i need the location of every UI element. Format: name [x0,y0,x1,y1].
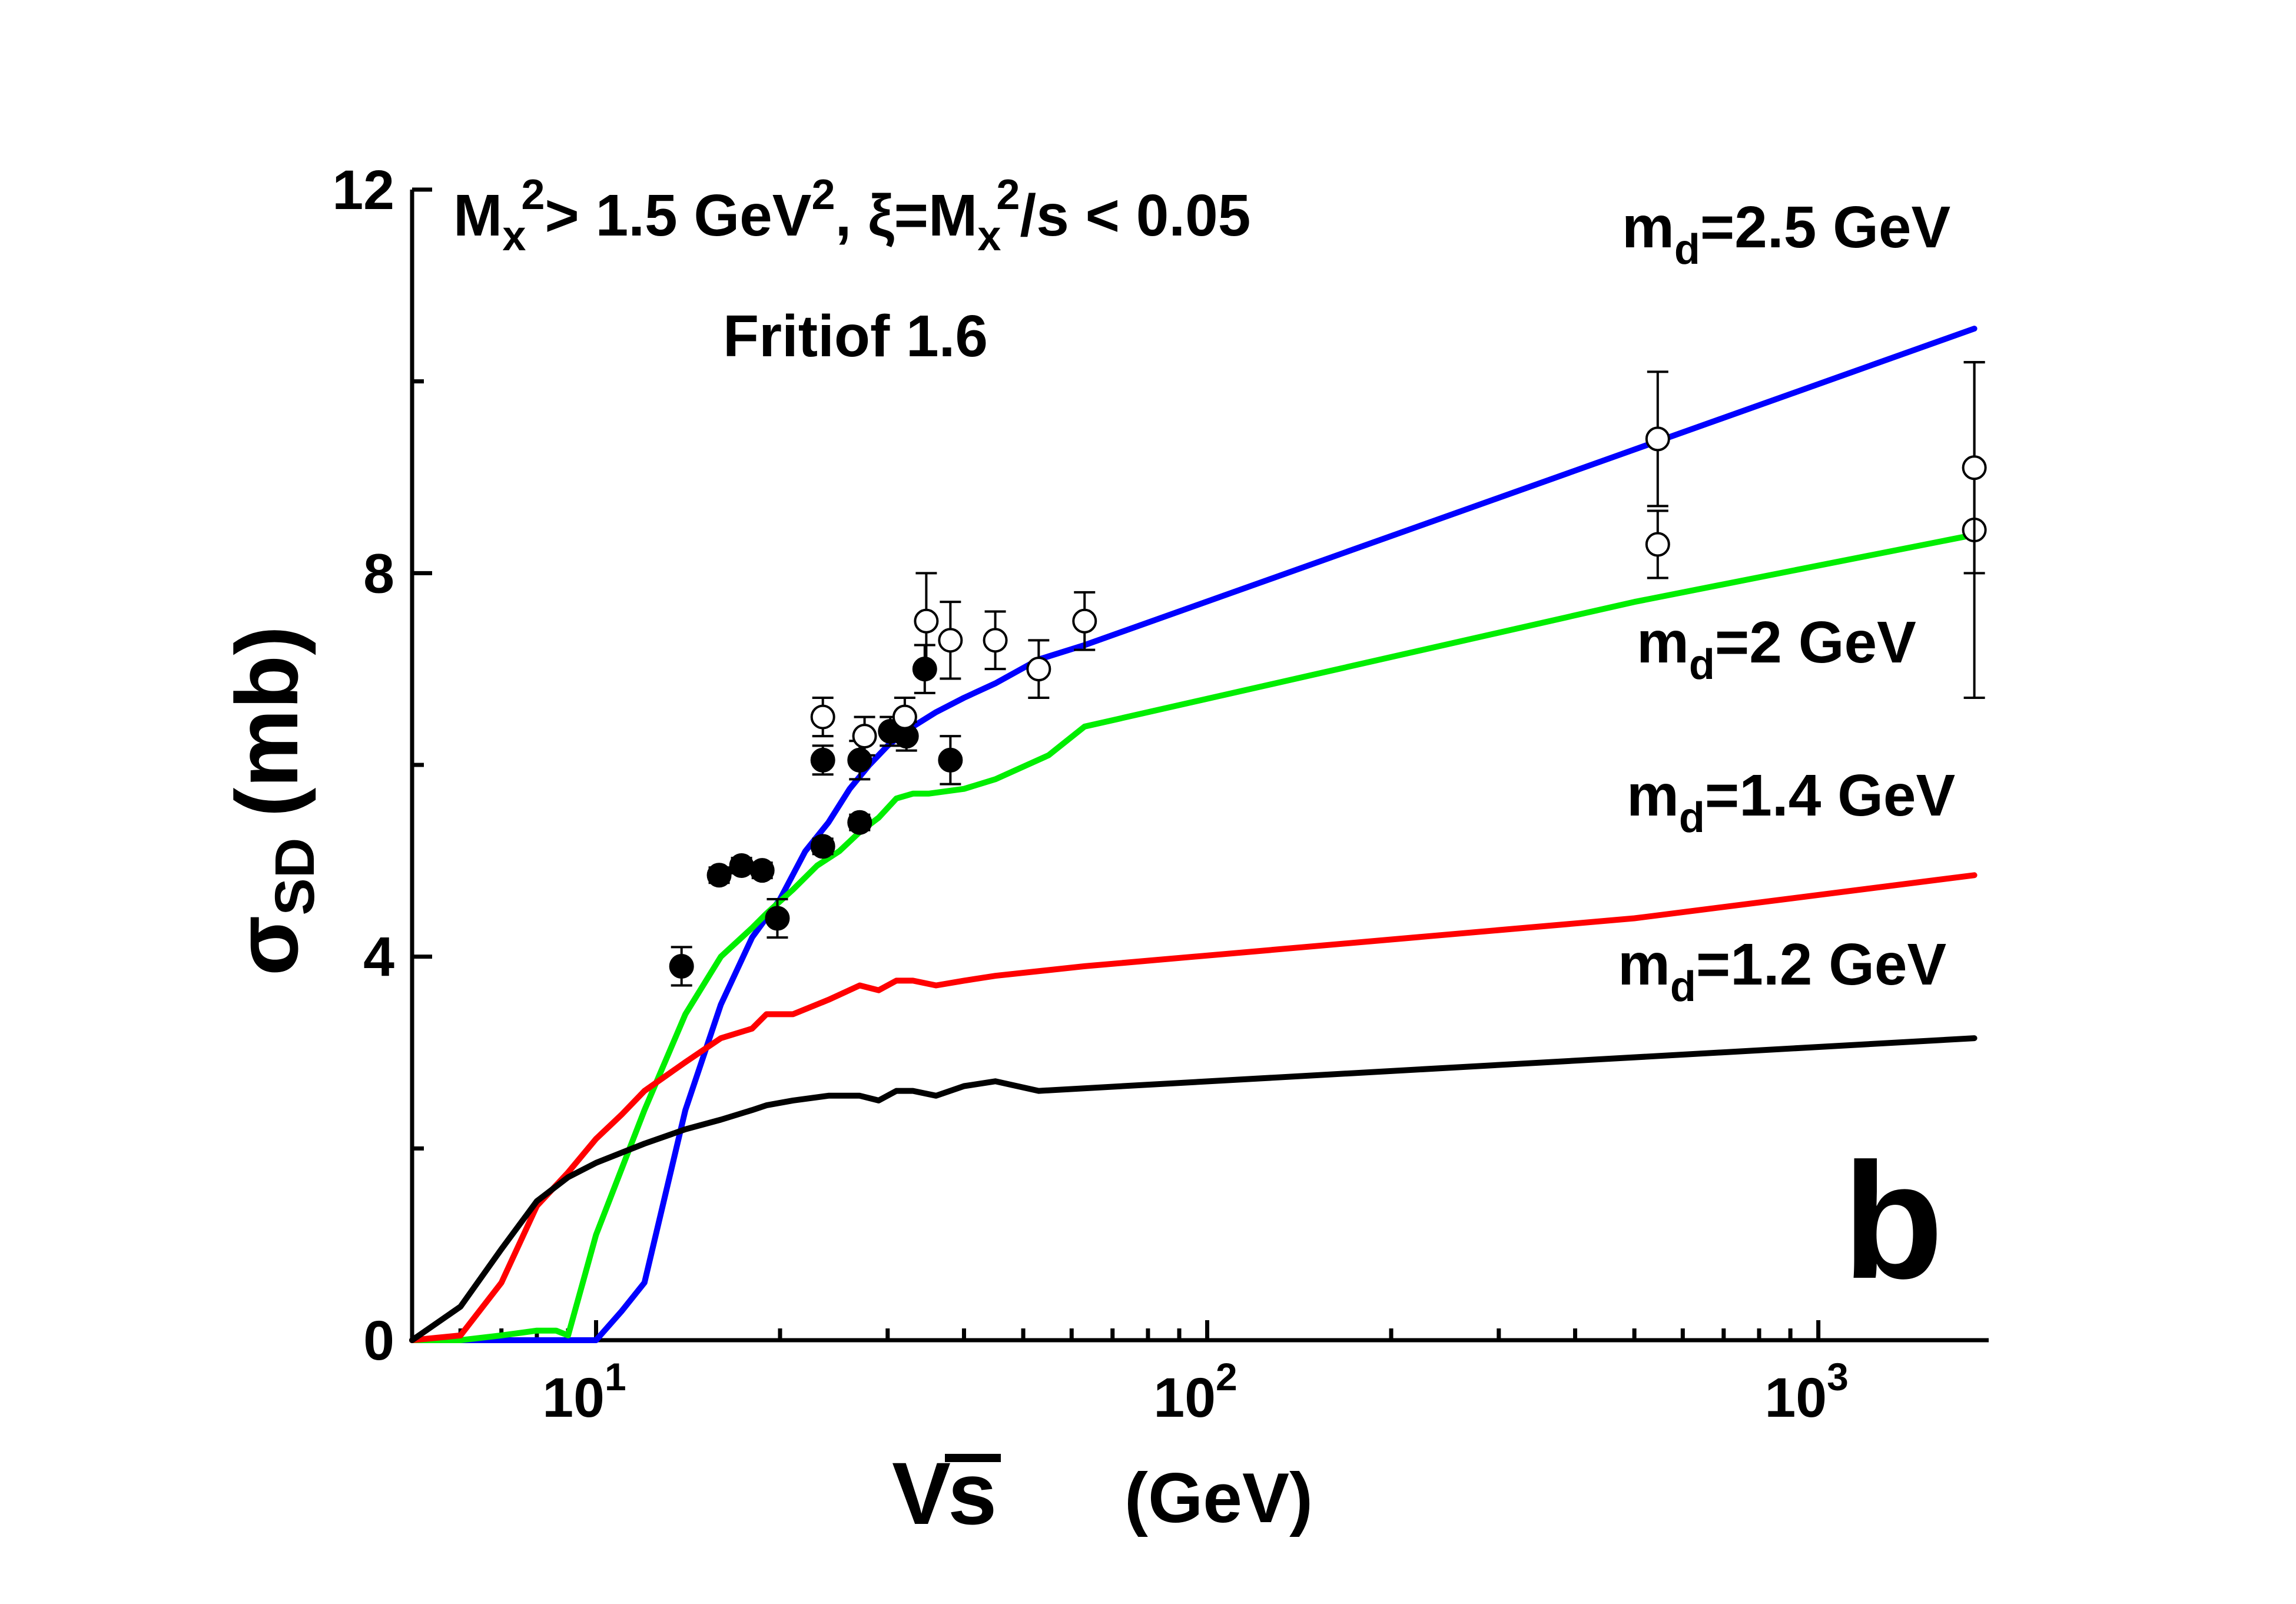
model-annotation: Fritiof 1.6 [723,303,988,369]
data-point-filled [810,834,835,859]
cuts-xi-sub: x [977,213,1001,260]
data-point-filled [706,863,732,888]
data-point-open [1072,608,1097,634]
x-tick-label: 103 [1764,1355,1848,1429]
x-tick-label: 101 [542,1355,626,1429]
data-point-open [810,704,835,730]
data-point-open [1026,657,1051,682]
x-axis-unit: (GeV) [1124,1459,1313,1537]
x-tick-label: 102 [1153,1355,1237,1429]
data-point-filled [847,810,872,835]
data-point-filled [669,953,694,979]
data-point-open [938,628,963,653]
y-tick-label: 0 [363,1310,394,1372]
data-point-open [1962,455,1987,480]
panel-label: b [1843,1129,1943,1313]
data-point-open [1645,426,1670,452]
cuts-xi: , ξ=M [835,183,978,248]
x-axis-root-symbol: V [892,1444,951,1543]
data-point-filled [765,906,790,931]
cuts-mx: M [453,183,502,248]
curve-series-3 [409,1035,1978,1343]
data-point-open [892,704,917,730]
cuts-xi-sup: 2 [996,171,1020,218]
x-tick-exponent: 1 [605,1355,626,1398]
data-point-filled [847,747,872,773]
x-tick-exponent: 3 [1827,1355,1849,1398]
curve-series-1 [409,532,1978,1343]
y-axis-unit: (mb) [217,626,316,817]
cuts-threshold: > 1.5 GeV [545,183,811,248]
data-point-open [852,724,877,749]
y-axis-subscript: SD [264,838,326,916]
cuts-annotation: Mx2> 1.5 GeV2, ξ=Mx2/s < 0.05 [453,171,1250,260]
cuts-mx-sub: x [502,213,526,260]
model-curves [409,326,1978,1343]
x-tick-base: 10 [542,1367,605,1429]
data-points [669,361,1987,987]
data-point-filled [810,747,835,773]
series-label-md-2: md=2 GeV [1637,609,1916,688]
x-tick-exponent: 2 [1216,1355,1237,1398]
cuts-xi-limit: /s < 0.05 [1020,183,1250,248]
data-point-open [983,628,1008,653]
x-tick-base: 10 [1764,1367,1827,1429]
curve-series-0 [409,326,1978,1343]
y-tick-label: 4 [363,926,394,989]
cuts-mx-sup: 2 [521,171,545,218]
y-axis-title: σSD (mb) [217,626,326,976]
series-label-md-1-4: md=1.4 GeV [1627,763,1956,841]
y-axis-symbol: σ [217,916,316,976]
x-tick-base: 10 [1153,1367,1216,1429]
series-label-md-2-5: md=2.5 GeV [1622,194,1951,273]
data-point-filled [749,858,775,883]
data-point-open [914,608,939,634]
y-tick-label: 12 [332,159,394,221]
cuts-gev-sup: 2 [811,171,835,218]
data-point-filled [938,747,963,773]
y-tick-label: 8 [363,542,394,605]
series-label-md-1-2: md=1.2 GeV [1618,932,1947,1010]
data-point-open [1645,532,1670,557]
data-point-filled [729,853,754,878]
